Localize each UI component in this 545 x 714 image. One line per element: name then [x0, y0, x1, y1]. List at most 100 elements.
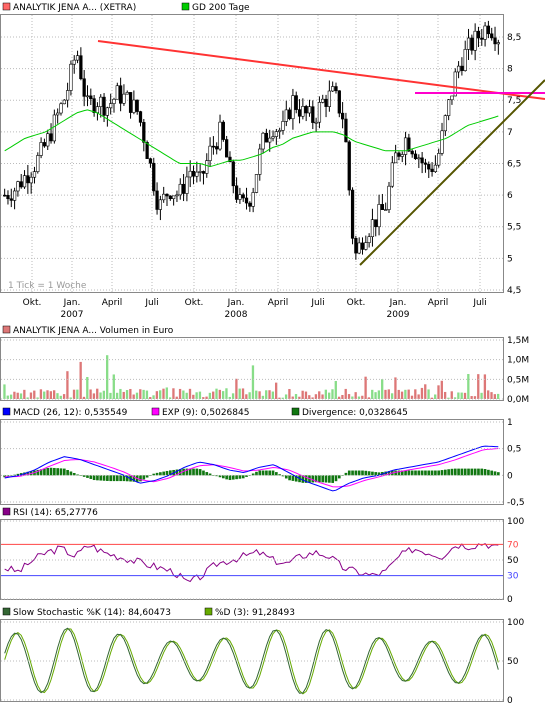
candle-body [149, 159, 152, 164]
candle-body [321, 99, 324, 102]
volume-bar [136, 393, 138, 399]
candle-body [441, 131, 444, 154]
volume-bar [305, 392, 307, 399]
candle-body [255, 174, 258, 192]
divergence-bar [457, 469, 460, 476]
volume-bar [53, 390, 55, 399]
candle-body [99, 97, 102, 107]
divergence-bar [361, 471, 364, 476]
volume-bar [378, 390, 380, 399]
volume-bar [162, 389, 164, 399]
price-x-tick-label: Jan. [389, 298, 407, 308]
candle-body [467, 38, 470, 49]
volume-bar [325, 390, 327, 399]
volume-bar [172, 388, 174, 399]
divergence-bar [451, 469, 454, 476]
candle-body [374, 220, 377, 227]
candle-body [381, 204, 384, 209]
divergence-bar [471, 469, 474, 476]
divergence-bar [424, 471, 427, 476]
candle-body [305, 106, 308, 113]
divergence-bar [371, 472, 374, 476]
volume-bar [497, 394, 499, 399]
volume-bar [421, 388, 423, 399]
volume-bar [73, 390, 75, 399]
candle-body [215, 146, 218, 149]
divergence-bar [60, 468, 63, 475]
candle-body [159, 200, 162, 210]
volume-bar [477, 374, 479, 399]
macd-legend-swatch [3, 408, 10, 415]
candle-body [10, 199, 13, 201]
candle-body [252, 192, 255, 206]
volume-bar [467, 374, 469, 399]
divergence-bar [487, 470, 490, 476]
volume-bar [50, 391, 52, 399]
volume-bar [494, 394, 496, 399]
candle-body [451, 96, 454, 100]
volume-y-tick-label: 1,5M [507, 336, 529, 346]
candle-body [421, 158, 424, 163]
volume-bar [225, 388, 227, 399]
candle-body [83, 79, 86, 97]
volume-bar [106, 355, 108, 399]
divergence-bar [404, 471, 407, 476]
volume-bar [394, 377, 396, 399]
legend-swatch-price [3, 3, 10, 10]
volume-bar [80, 362, 82, 399]
divergence-bar [364, 471, 367, 476]
volume-bar [371, 390, 373, 399]
candle-body [268, 138, 271, 142]
divergence-bar [447, 469, 450, 475]
volume-bar [338, 397, 340, 399]
price-x-year-label: 2007 [61, 310, 84, 320]
price-x-tick-label: Okt. [23, 298, 42, 308]
divergence-bar [199, 469, 202, 475]
candle-body [176, 195, 179, 196]
volume-bar [255, 391, 257, 399]
divergence-bar [93, 475, 96, 480]
volume-bar [368, 397, 370, 399]
candle-body [73, 60, 76, 64]
candle-body [129, 92, 132, 112]
candle-body [3, 195, 6, 196]
candle-body [70, 64, 73, 90]
candle-body [471, 38, 474, 50]
divergence-bar [139, 475, 142, 481]
candle-body [202, 171, 205, 173]
stoch-k-legend-label: Slow Stochastic %K (14): 84,60473 [13, 608, 171, 618]
price-x-tick-label: April [268, 298, 289, 308]
candle-body [60, 104, 63, 113]
candle-body [494, 38, 497, 44]
volume-bar [288, 389, 290, 399]
candle-body [222, 122, 225, 139]
divergence-bar [192, 469, 195, 476]
candle-body [146, 142, 149, 158]
divergence-bar [331, 475, 334, 483]
divergence-bar [66, 470, 69, 475]
divergence-bar [437, 471, 440, 476]
divergence-bar [272, 471, 275, 476]
candle-body [262, 133, 265, 149]
volume-bar [182, 391, 184, 399]
divergence-bar [99, 475, 102, 480]
divergence-bar [239, 475, 242, 478]
volume-bar [166, 387, 168, 399]
volume-bar [414, 389, 416, 399]
volume-panel: ANALYTIK JENA A... Volumen in Euro 1,5M1… [1, 326, 530, 405]
divergence-bar [53, 468, 56, 475]
candle-body [86, 96, 89, 97]
candle-body [258, 149, 261, 174]
divergence-bar [477, 469, 480, 476]
price-y-tick-label: 7 [507, 128, 513, 138]
divergence-bar [441, 470, 444, 475]
divergence-bar [480, 469, 483, 476]
candle-body [235, 186, 238, 200]
price-x-year-label: 2009 [387, 310, 410, 320]
candle-body [46, 134, 49, 146]
divergence-bar [288, 475, 291, 480]
candle-body [378, 204, 381, 226]
